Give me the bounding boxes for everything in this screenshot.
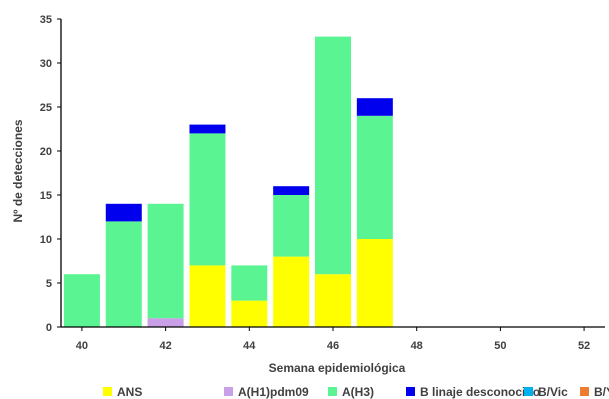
y-tick-label-15: 15 xyxy=(40,190,52,202)
legend-label-5: B/Yam xyxy=(594,385,609,399)
bar-44-series-0 xyxy=(231,300,268,327)
x-tick-label-40: 40 xyxy=(76,340,88,352)
y-tick-label-35: 35 xyxy=(40,14,52,26)
legend-swatch-3 xyxy=(406,387,415,396)
legend-swatch-0 xyxy=(103,387,112,396)
bar-45-series-2 xyxy=(273,195,310,257)
legend-swatch-5 xyxy=(580,387,589,396)
bar-47-series-2 xyxy=(356,115,393,239)
y-tick-label-10: 10 xyxy=(40,234,52,246)
bar-46-series-2 xyxy=(315,36,351,275)
x-tick-label-42: 42 xyxy=(159,340,171,352)
y-tick-label-30: 30 xyxy=(40,58,52,70)
legend-label-4: B/Vic xyxy=(538,385,568,399)
bar-43-series-2 xyxy=(189,133,226,266)
legend-label-0: ANS xyxy=(117,385,142,399)
bar-43-series-0 xyxy=(189,265,226,327)
x-tick-label-44: 44 xyxy=(243,340,256,352)
bar-42-series-1 xyxy=(147,318,184,327)
bar-46-series-0 xyxy=(315,274,351,327)
legend-swatch-4 xyxy=(524,387,533,396)
x-axis-title: Semana epidemiológica xyxy=(269,361,406,375)
legend-swatch-1 xyxy=(224,387,233,396)
x-tick-label-50: 50 xyxy=(494,340,506,352)
y-tick-label-0: 0 xyxy=(46,322,52,334)
x-tick-label-52: 52 xyxy=(578,340,590,352)
y-axis-title: Nº de detecciones xyxy=(11,119,25,222)
bar-45-series-0 xyxy=(273,256,310,327)
x-tick-label-46: 46 xyxy=(327,340,339,352)
axes-group: 0 5 10 15 20 25 30 35 40 42 44 46 48 50 52 xyxy=(40,14,605,352)
bar-44-series-2 xyxy=(231,265,268,301)
legend: ANS A(H1)pdm09 A(H3) B linaje desconocidoB/… xyxy=(103,385,609,399)
bar-41-series-3 xyxy=(105,203,142,222)
bar-43-series-3 xyxy=(189,124,226,134)
bar-41-series-2 xyxy=(105,221,142,327)
x-tick-label-48: 48 xyxy=(411,340,423,352)
bar-42-series-2 xyxy=(147,203,184,319)
legend-label-3: B linaje desconocido xyxy=(420,385,540,399)
legend-swatch-2 xyxy=(328,387,337,396)
bars-group xyxy=(63,36,393,327)
bar-40-series-2 xyxy=(63,274,100,327)
bar-47-series-0 xyxy=(356,239,393,327)
bar-47-series-3 xyxy=(356,98,393,116)
y-tick-label-5: 5 xyxy=(46,278,52,290)
legend-label-1: A(H1)pdm09 xyxy=(238,385,309,399)
legend-label-2: A(H3) xyxy=(342,385,374,399)
y-tick-label-25: 25 xyxy=(40,102,52,114)
y-tick-label-20: 20 xyxy=(40,146,52,158)
bar-45-series-3 xyxy=(273,186,310,195)
